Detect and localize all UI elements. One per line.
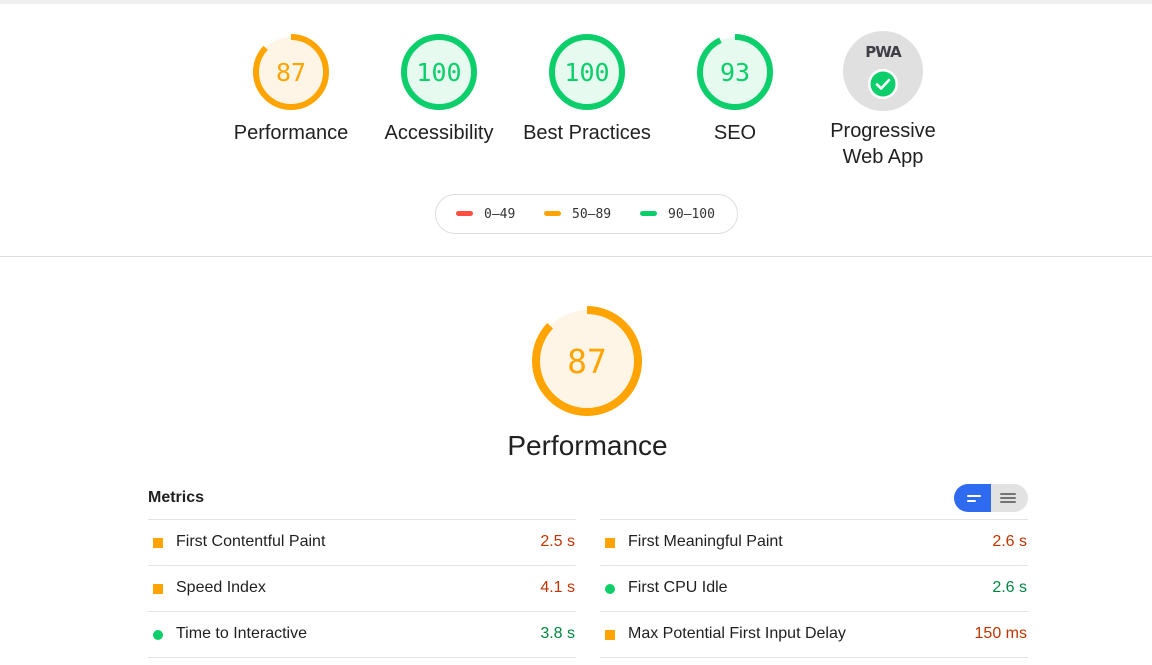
- compact-view-button[interactable]: [954, 484, 991, 512]
- gauge-ring: 87: [253, 34, 329, 110]
- legend-fail-range: 0–49: [484, 207, 516, 222]
- metric-value: 2.6 s: [992, 533, 1027, 550]
- metric-name: First Contentful Paint: [176, 533, 326, 550]
- gauge-seo[interactable]: 93 SEO: [661, 31, 809, 146]
- average-square-icon: [153, 584, 163, 594]
- metric-value: 2.6 s: [992, 579, 1027, 596]
- gauge-pwa[interactable]: PWA Progressive Web App: [809, 31, 957, 170]
- legend-pass-range: 90–100: [668, 207, 715, 222]
- metric-name: First CPU Idle: [628, 579, 728, 596]
- score-legend: 0–49 50–89 90–100: [435, 194, 738, 234]
- metric-value: 150 ms: [974, 625, 1027, 642]
- legend-average: 50–89: [544, 195, 611, 235]
- metric-first-cpu-idle: First CPU Idle 2.6 s: [600, 565, 1028, 611]
- expanded-view-button[interactable]: [991, 484, 1028, 512]
- metric-name: First Meaningful Paint: [628, 533, 783, 550]
- legend-pass-swatch: [640, 211, 657, 216]
- metric-value: 2.5 s: [540, 533, 575, 550]
- gauge-label: Best Practices: [523, 122, 651, 144]
- average-square-icon: [153, 538, 163, 548]
- pass-circle-icon: [605, 584, 615, 594]
- performance-title: Performance: [507, 430, 668, 461]
- performance-gauge-ring: 87: [532, 306, 642, 416]
- gauge-ring: 100: [401, 34, 477, 110]
- gauge-score: 87: [276, 58, 306, 87]
- gauge-score: 100: [564, 58, 609, 87]
- pwa-badge-text: PWA: [865, 43, 901, 61]
- legend-fail: 0–49: [456, 195, 515, 235]
- metric-first-meaningful-paint: First Meaningful Paint 2.6 s: [600, 519, 1028, 565]
- check-circle-icon: [868, 69, 898, 99]
- metric-value: 3.8 s: [540, 625, 575, 642]
- metric-name: Max Potential First Input Delay: [628, 625, 846, 642]
- gauge-label: Progressive Web App: [809, 118, 957, 170]
- pwa-label-line2: Web App: [842, 146, 924, 168]
- top-divider: [0, 0, 1152, 4]
- legend-fail-swatch: [456, 211, 473, 216]
- metric-time-to-interactive: Time to Interactive 3.8 s: [148, 611, 576, 658]
- pass-circle-icon: [153, 630, 163, 640]
- gauge-performance[interactable]: 87 Performance: [217, 31, 365, 146]
- metrics-column-right: First Meaningful Paint 2.6 s First CPU I…: [600, 519, 1028, 658]
- performance-gauge: 87: [528, 302, 646, 425]
- gauge-label: SEO: [713, 122, 757, 144]
- legend-average-range: 50–89: [572, 207, 612, 222]
- pwa-label-line1: Progressive: [830, 120, 936, 142]
- metric-value: 4.1 s: [540, 579, 575, 596]
- gauge-best-practices[interactable]: 100 Best Practices: [513, 31, 661, 146]
- average-square-icon: [605, 630, 615, 640]
- gauge-ring: 93: [697, 34, 773, 110]
- legend-average-swatch: [544, 211, 561, 216]
- metrics-column-left: First Contentful Paint 2.5 s Speed Index…: [148, 519, 576, 658]
- average-square-icon: [605, 538, 615, 548]
- pwa-badge: PWA: [843, 31, 923, 111]
- metrics-title: Metrics: [148, 489, 205, 506]
- metric-name: Speed Index: [176, 579, 266, 596]
- gauge-score: 100: [416, 58, 461, 87]
- metric-max-potential-fid: Max Potential First Input Delay 150 ms: [600, 611, 1028, 658]
- metric-name: Time to Interactive: [176, 625, 308, 642]
- gauge-label: Performance: [233, 122, 349, 144]
- gauge-score: 93: [720, 58, 750, 87]
- legend-pass: 90–100: [640, 195, 715, 235]
- section-divider: [0, 256, 1152, 257]
- category-gauges: 87 Performance 100 Accessibility 100 Bes…: [0, 31, 1152, 181]
- metrics-view-toggle: [954, 484, 1028, 512]
- gauge-ring: 100: [549, 34, 625, 110]
- metric-speed-index: Speed Index 4.1 s: [148, 565, 576, 611]
- performance-score: 87: [567, 342, 607, 381]
- gauge-accessibility[interactable]: 100 Accessibility: [365, 31, 513, 146]
- gauge-label: Accessibility: [384, 122, 494, 144]
- metric-first-contentful-paint: First Contentful Paint 2.5 s: [148, 519, 576, 565]
